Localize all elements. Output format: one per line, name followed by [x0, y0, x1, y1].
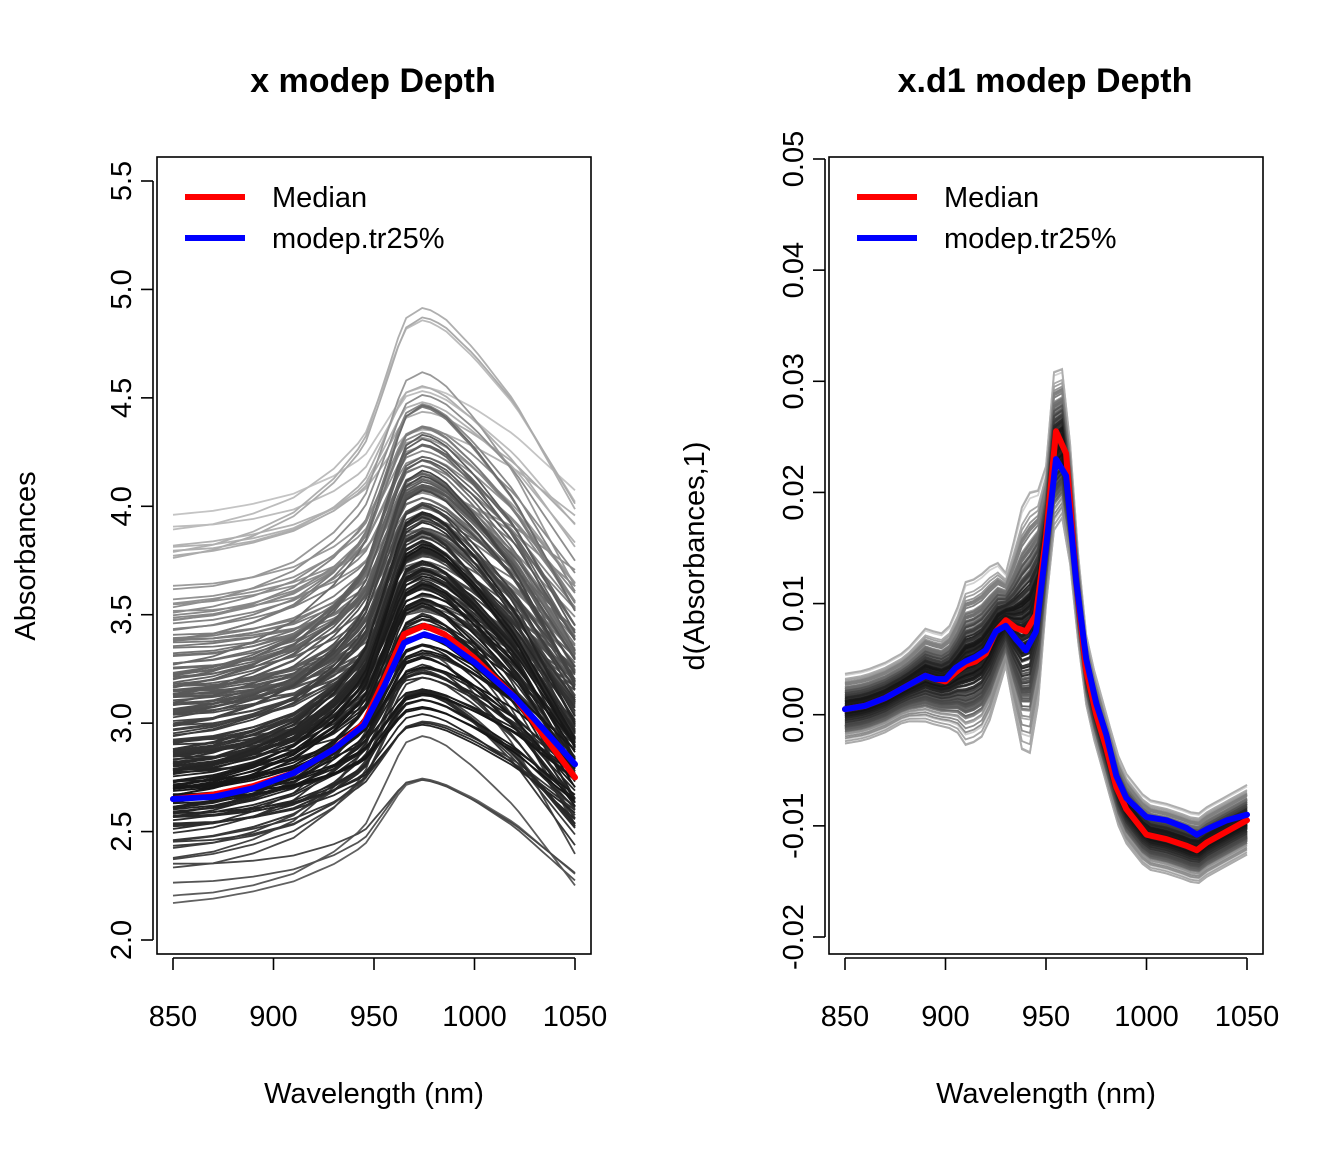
y-tick-label: -0.01 [778, 793, 810, 859]
y-tick-label: 5.0 [106, 269, 138, 309]
spectrum-curve [172, 519, 576, 738]
series-line-modep-tr25- [170, 631, 578, 802]
x-tick-label: 900 [921, 1001, 969, 1033]
series-line-modep-tr25- [842, 456, 1250, 838]
spectrum-curve [172, 316, 576, 559]
x-tick-label: 1000 [442, 1001, 507, 1033]
legend-background [830, 158, 1148, 272]
plot-frame [828, 156, 1264, 955]
x-tick-label: 850 [149, 1001, 197, 1033]
spectrum-curve [172, 569, 576, 784]
legend-label: Median [272, 182, 367, 214]
legend-box [830, 158, 1148, 272]
spectrum-curve [172, 487, 576, 688]
spectrum-curve [172, 778, 576, 904]
spectrum-curve [172, 720, 576, 842]
y-tick-label: 0.05 [778, 131, 810, 187]
spectrum-curve [172, 504, 576, 737]
y-axis-label: d(Absorbances,1) [679, 442, 711, 671]
x-tick-label: 1000 [1114, 1001, 1179, 1033]
x-axis: 850 900 950 1000 1050 [821, 957, 1280, 1033]
spectrum-curve [172, 723, 576, 815]
x-tick-label: 1050 [1215, 1001, 1280, 1033]
y-axis-label: Absorbances [10, 471, 42, 640]
y-tick-label: 0.00 [778, 686, 810, 742]
spectrum-curve [172, 777, 576, 884]
spectrum-curve [172, 713, 576, 820]
y-tick-label: 0.02 [778, 464, 810, 520]
spectrum-curve [172, 480, 576, 696]
spectrum-curve [172, 403, 576, 622]
plot-area [156, 156, 592, 955]
x-axis-label: Wavelength (nm) [264, 1078, 484, 1110]
spectrum-curve [172, 503, 576, 735]
x-tick-label: 950 [350, 1001, 398, 1033]
chart-title: x.d1 modep Depth [898, 62, 1193, 100]
x-tick-label: 850 [821, 1001, 869, 1033]
spectrum-curve [172, 575, 576, 788]
x-axis-label: Wavelength (nm) [936, 1078, 1156, 1110]
spectrum-curve [172, 511, 576, 773]
y-tick-label: 2.0 [106, 920, 138, 960]
spectrum-curve [172, 438, 576, 684]
spectrum-curve [173, 778, 576, 874]
spectrum-curve [172, 394, 576, 609]
legend-label: modep.tr25% [944, 223, 1117, 255]
y-tick-label: 2.5 [106, 811, 138, 851]
legend-background [158, 158, 476, 272]
x-axis: 850 900 950 1000 1050 [149, 957, 608, 1033]
y-axis: 2.0 2.5 3.0 3.5 4.0 4.5 5.0 5.5 [106, 161, 154, 960]
spectrum-curve [172, 425, 576, 614]
y-tick-label: 0.04 [778, 242, 810, 298]
spectrum-curve [172, 459, 576, 665]
legend-label: Median [944, 182, 1039, 214]
spectrum-curve [172, 307, 576, 553]
spectrum-curve [172, 655, 576, 807]
spectrum-curve [172, 546, 576, 797]
spectrum-curve [172, 735, 576, 897]
x-tick-label: 950 [1022, 1001, 1070, 1033]
spectrum-curve [172, 469, 576, 728]
spectrum-curve [172, 433, 576, 689]
spectrum-curve [172, 386, 576, 516]
spectrum-curve [172, 385, 576, 552]
y-tick-label: 0.03 [778, 353, 810, 409]
y-tick-label: 4.5 [106, 378, 138, 418]
y-tick-label: -0.02 [778, 904, 810, 970]
legend-label: modep.tr25% [272, 223, 445, 255]
x-tick-label: 900 [249, 1001, 297, 1033]
y-tick-label: 4.0 [106, 486, 138, 526]
panel-derivative: x.d1 modep Depth 850 900 950 1000 1050 -0.02… [679, 62, 1279, 1110]
x-tick-label: 1050 [543, 1001, 608, 1033]
y-tick-label: 3.5 [106, 595, 138, 635]
spectrum-curve [172, 390, 576, 528]
spectrum-curve [172, 404, 576, 666]
y-tick-label: 3.0 [106, 703, 138, 743]
y-axis: -0.02 -0.01 0.00 0.01 0.02 0.03 0.04 0.05 [778, 131, 826, 970]
y-tick-label: 0.01 [778, 575, 810, 631]
spectrum-curve [172, 458, 576, 696]
chart-title: x modep Depth [250, 62, 496, 100]
plot-frame [156, 156, 592, 955]
panel-absorbances: x modep Depth 850 900 950 1000 1050 2.0 2.5 3.… [10, 62, 607, 1110]
spectrum-curve [172, 698, 576, 801]
summary-curves [170, 622, 578, 802]
summary-curves [842, 428, 1250, 854]
legend-box [158, 158, 476, 272]
legend: Median modep.tr25% [185, 182, 445, 255]
background-curves [844, 367, 1248, 885]
background-curves [172, 307, 576, 904]
y-tick-label: 5.5 [106, 161, 138, 201]
spectrum-curve [172, 583, 576, 797]
legend: Median modep.tr25% [857, 182, 1117, 255]
plot-area [828, 156, 1264, 955]
spectrum-curve [172, 543, 576, 787]
